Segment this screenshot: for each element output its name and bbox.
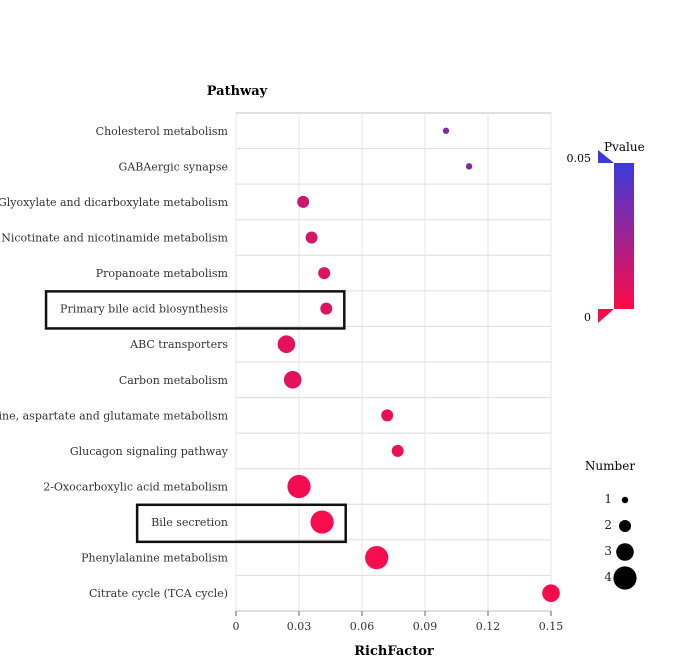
pvalue-legend-title: Pvalue: [604, 140, 645, 154]
pvalue-gradient-bar: [614, 163, 634, 309]
y-tick-label: Bile secretion: [151, 516, 228, 529]
number-legend-label: 4: [604, 570, 612, 584]
number-legend-dot: [621, 496, 629, 504]
data-point: [318, 267, 331, 280]
y-tick-label: ABC transporters: [129, 338, 228, 351]
pvalue-min-marker: [598, 309, 614, 323]
x-axis-title: RichFactor: [354, 644, 434, 657]
y-tick-label: Cholesterol metabolism: [96, 125, 229, 138]
data-points: [277, 127, 560, 603]
pvalue-legend-min-label: 0: [584, 311, 591, 324]
y-axis-title: Pathway: [207, 84, 268, 99]
highlight-boxes: [44, 290, 347, 544]
y-tick-label: Glucagon signaling pathway: [70, 445, 229, 458]
data-point: [381, 409, 394, 422]
y-tick-label: Nicotinate and nicotinamide metabolism: [1, 232, 228, 245]
y-tick-label: Carbon metabolism: [119, 374, 229, 387]
data-point: [287, 474, 311, 499]
data-point: [320, 302, 333, 315]
highlight-box: [135, 503, 347, 544]
x-tick-label: 0.12: [476, 620, 501, 633]
y-tick-label: Alanine, aspartate and glutamate metabol…: [0, 409, 229, 422]
data-point: [365, 546, 389, 570]
y-tick-label: Citrate cycle (TCA cycle): [89, 587, 228, 600]
y-tick-label: GABAergic synapse: [119, 160, 228, 173]
number-legend-title: Number: [585, 459, 635, 473]
data-point: [391, 444, 404, 457]
data-point: [305, 231, 318, 244]
y-tick-label: Primary bile acid biosynthesis: [60, 303, 228, 316]
x-tick-label: 0: [233, 620, 240, 633]
x-tick-label: 0.15: [539, 620, 564, 633]
number-legend-dot: [613, 566, 637, 590]
x-tick-label: 0.06: [350, 620, 375, 633]
number-legend-label: 2: [604, 518, 612, 532]
x-axis-ticks: 0 0.03 0.06 0.09 0.12 0.15: [233, 611, 564, 633]
data-point: [465, 163, 473, 170]
data-point: [283, 370, 302, 389]
gridlines: [235, 113, 552, 611]
pvalue-legend: Pvalue 0.05 0: [567, 140, 645, 324]
data-point: [297, 195, 310, 208]
highlight-box: [44, 290, 346, 330]
y-tick-label: Glyoxylate and dicarboxylate metabolism: [0, 196, 229, 209]
pvalue-legend-max-label: 0.05: [567, 152, 592, 165]
pvalue-max-marker: [598, 150, 614, 163]
data-point: [442, 127, 450, 134]
number-legend-dot: [619, 520, 631, 532]
data-point: [277, 335, 296, 354]
number-legend: Number 1 2 3 4: [585, 459, 637, 590]
number-legend-label: 1: [604, 492, 612, 506]
x-tick-label: 0.09: [413, 620, 438, 633]
y-axis-labels: Cholesterol metabolism GABAergic synapse G…: [0, 125, 229, 600]
number-legend-dot: [616, 543, 634, 561]
number-legend-label: 3: [604, 544, 612, 558]
data-point: [542, 584, 560, 603]
x-tick-label: 0.03: [287, 620, 312, 633]
y-tick-label: Propanoate metabolism: [96, 267, 229, 280]
y-tick-label: 2-Oxocarboxylic acid metabolism: [43, 481, 228, 494]
data-point: [310, 510, 334, 534]
y-tick-label: Phenylalanine metabolism: [81, 552, 228, 565]
